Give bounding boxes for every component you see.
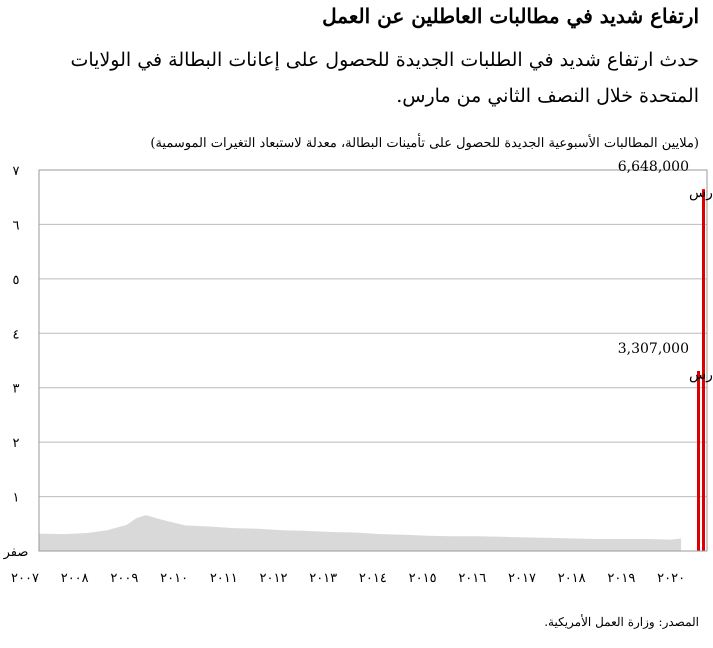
x-tick-label-2017: ٢٠١٧ (508, 571, 536, 586)
x-tick-label-2012: ٢٠١٢ (260, 571, 288, 586)
x-tick-label-2013: ٢٠١٣ (309, 571, 337, 586)
highlight-value-label-1: 3,307,000 (618, 341, 689, 357)
x-tick-label-2020: ٢٠٢٠ (657, 571, 685, 586)
x-tick-label-2007: ٢٠٠٧ (11, 571, 39, 586)
chart-subtitle: حدث ارتفاع شديد في الطلبات الجديدة للحصو… (70, 49, 700, 107)
highlight-bar-2 (702, 189, 705, 551)
y-tick-label-4: ٤ (13, 327, 20, 342)
x-tick-label-2016: ٢٠١٦ (458, 571, 486, 586)
x-tick-label-2011: ٢٠١١ (210, 571, 238, 586)
x-tick-label-2009: ٢٠٠٩ (110, 571, 138, 586)
y-axis-label: (ملايين المطالبات الأسبوعية الجديدة للحص… (150, 136, 699, 151)
highlight-date-label-2: 28 مارس (689, 185, 713, 201)
claims-area-series (39, 515, 682, 551)
y-tick-label-5: ٥ (13, 273, 20, 288)
annotations: 3,307,00021 مارس 6,648,00028 مارس (618, 159, 713, 383)
x-tick-label-2010: ٢٠١٠ (160, 571, 188, 586)
highlight-bars (697, 189, 705, 551)
source-note: المصدر: وزارة العمل الأمريكية. (544, 615, 699, 629)
x-tick-label-2019: ٢٠١٩ (607, 571, 635, 586)
highlight-date-label-1: 21 مارس (689, 367, 713, 383)
highlight-value-label-2: 6,648,000 (618, 159, 689, 175)
y-tick-label-6: ٦ (13, 218, 20, 233)
y-tick-label-3: ٣ (13, 382, 20, 397)
y-tick-labels: صفر ١ ٢ ٣ ٤ ٥ ٦ ٧ (3, 164, 29, 560)
chart-title: ارتفاع شديد في مطالبات العاطلين عن العمل (322, 4, 699, 28)
y-tick-label-7: ٧ (13, 164, 20, 179)
x-tick-labels: ٢٠٠٧ ٢٠٠٨ ٢٠٠٩ ٢٠١٠ ٢٠١١ ٢٠١٢ ٢٠١٣ ٢٠١٤ ٢٠١٥ ٢٠١٦… (11, 571, 685, 586)
plot-frame (38, 169, 708, 552)
grid-layer (39, 223, 707, 498)
x-tick-label-2014: ٢٠١٤ (359, 571, 387, 586)
highlight-bar-1 (697, 371, 700, 551)
y-tick-label-0: صفر (3, 545, 29, 560)
x-tick-label-2018: ٢٠١٨ (558, 571, 586, 586)
x-tick-label-2008: ٢٠٠٨ (61, 571, 89, 586)
y-tick-label-1: ١ (13, 491, 20, 506)
x-tick-label-2015: ٢٠١٥ (409, 571, 437, 586)
y-tick-label-2: ٢ (13, 436, 20, 451)
